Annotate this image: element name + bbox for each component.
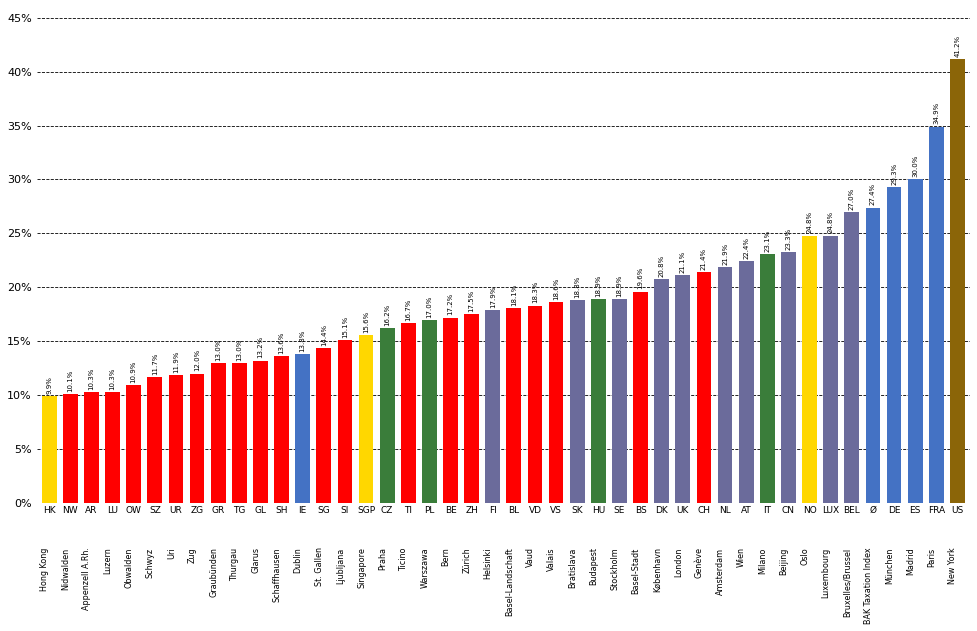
Bar (486, 310, 500, 503)
Bar (887, 187, 902, 503)
Bar (760, 254, 775, 503)
Text: 17.9%: 17.9% (489, 285, 495, 308)
Text: 13.0%: 13.0% (236, 338, 242, 361)
Bar (802, 235, 817, 503)
Text: 41.2%: 41.2% (955, 35, 960, 57)
Bar (549, 302, 564, 503)
Bar (781, 252, 796, 503)
Bar (275, 357, 289, 503)
Bar (253, 361, 268, 503)
Text: 18.1%: 18.1% (511, 283, 517, 305)
Text: 22.4%: 22.4% (743, 237, 749, 259)
Bar (697, 272, 711, 503)
Text: 21.4%: 21.4% (701, 248, 707, 270)
Text: 13.2%: 13.2% (257, 336, 264, 358)
Text: 16.2%: 16.2% (384, 304, 390, 326)
Bar (106, 392, 120, 503)
Bar (591, 299, 606, 503)
Bar (190, 374, 204, 503)
Bar (866, 208, 880, 503)
Text: 23.3%: 23.3% (786, 227, 791, 250)
Bar (380, 328, 395, 503)
Text: 18.8%: 18.8% (574, 276, 580, 298)
Bar (908, 179, 922, 503)
Bar (464, 314, 479, 503)
Text: 18.6%: 18.6% (553, 278, 559, 300)
Text: 18.9%: 18.9% (595, 274, 602, 297)
Text: 34.9%: 34.9% (933, 102, 939, 124)
Bar (718, 267, 733, 503)
Bar (444, 317, 458, 503)
Bar (655, 279, 669, 503)
Bar (612, 299, 627, 503)
Text: 11.9%: 11.9% (173, 350, 179, 372)
Bar (675, 276, 690, 503)
Text: 23.1%: 23.1% (764, 230, 770, 252)
Bar (317, 348, 331, 503)
Text: 13.6%: 13.6% (278, 332, 284, 354)
Text: 10.9%: 10.9% (131, 361, 137, 383)
Text: 21.1%: 21.1% (680, 251, 686, 273)
Text: 27.4%: 27.4% (870, 183, 876, 205)
Bar (506, 308, 522, 503)
Text: 18.9%: 18.9% (616, 274, 622, 297)
Text: 17.0%: 17.0% (426, 295, 433, 317)
Text: 24.8%: 24.8% (807, 211, 813, 233)
Bar (633, 292, 648, 503)
Bar (232, 363, 247, 503)
Text: 20.8%: 20.8% (658, 254, 664, 276)
Text: 24.8%: 24.8% (828, 211, 833, 233)
Text: 9.9%: 9.9% (46, 376, 52, 394)
Bar (84, 392, 99, 503)
Bar (359, 335, 373, 503)
Text: 13.8%: 13.8% (300, 329, 306, 352)
Bar (528, 305, 542, 503)
Text: 11.7%: 11.7% (151, 352, 158, 375)
Bar (570, 300, 584, 503)
Bar (950, 59, 964, 503)
Bar (422, 320, 437, 503)
Bar (295, 354, 310, 503)
Text: 27.0%: 27.0% (849, 187, 855, 209)
Bar (169, 375, 184, 503)
Text: 18.3%: 18.3% (532, 281, 538, 304)
Text: 21.9%: 21.9% (722, 242, 728, 264)
Bar (148, 377, 162, 503)
Bar (211, 363, 226, 503)
Text: 10.1%: 10.1% (67, 370, 73, 392)
Bar (401, 323, 415, 503)
Bar (42, 396, 57, 503)
Text: 29.3%: 29.3% (891, 163, 897, 185)
Bar (929, 127, 944, 503)
Text: 12.0%: 12.0% (194, 349, 200, 372)
Text: 30.0%: 30.0% (913, 155, 918, 177)
Bar (844, 212, 859, 503)
Text: 14.4%: 14.4% (320, 324, 326, 346)
Text: 10.3%: 10.3% (109, 367, 115, 390)
Text: 17.5%: 17.5% (469, 290, 475, 312)
Text: 19.6%: 19.6% (638, 267, 644, 290)
Text: 10.3%: 10.3% (89, 367, 95, 390)
Bar (126, 386, 141, 503)
Bar (824, 235, 838, 503)
Bar (739, 261, 753, 503)
Bar (63, 394, 78, 503)
Text: 15.1%: 15.1% (342, 316, 348, 338)
Text: 13.0%: 13.0% (215, 338, 221, 361)
Text: 15.6%: 15.6% (363, 310, 369, 333)
Text: 16.7%: 16.7% (405, 298, 411, 321)
Bar (337, 340, 353, 503)
Text: 17.2%: 17.2% (447, 293, 453, 316)
